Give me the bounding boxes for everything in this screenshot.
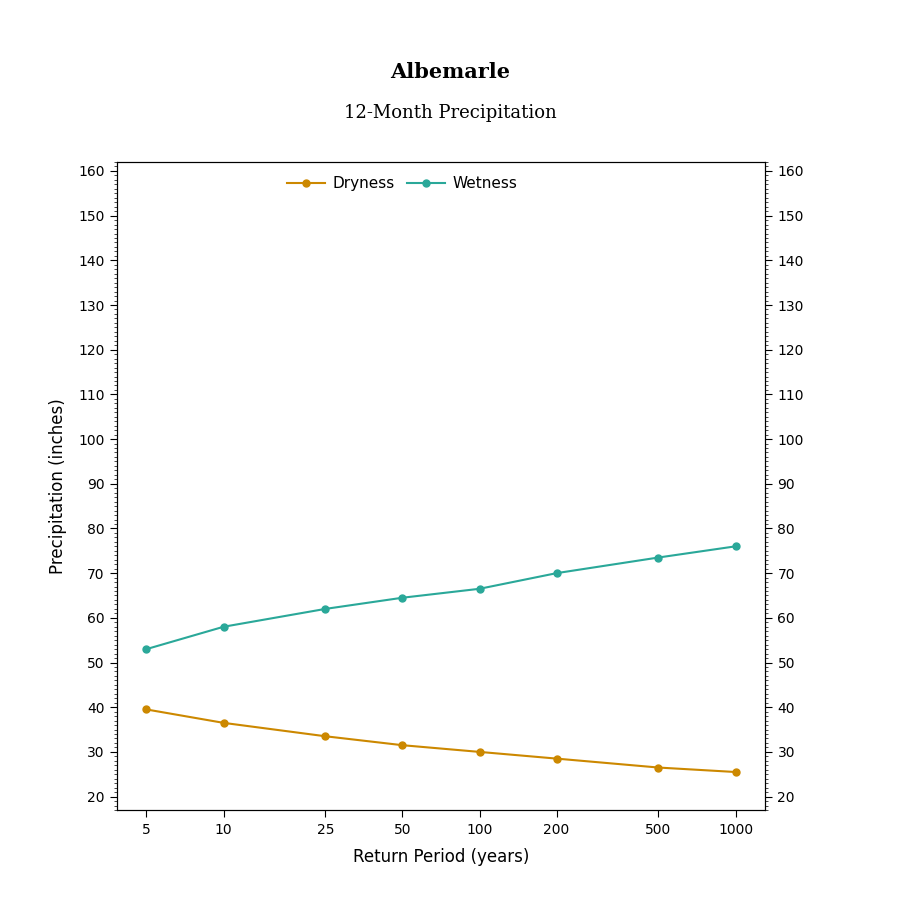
Wetness (320, 604, 331, 615)
Wetness (730, 541, 741, 552)
Legend: Dryness, Wetness: Dryness, Wetness (286, 176, 518, 191)
Dryness (653, 762, 664, 773)
Dryness (551, 753, 562, 764)
Dryness (397, 740, 408, 751)
Dryness (730, 767, 741, 778)
Dryness (320, 731, 331, 742)
Line: Wetness: Wetness (143, 543, 739, 652)
Wetness (397, 592, 408, 603)
Line: Dryness: Dryness (143, 706, 739, 776)
Wetness (474, 583, 485, 594)
Wetness (551, 568, 562, 579)
X-axis label: Return Period (years): Return Period (years) (353, 848, 529, 866)
Wetness (653, 552, 664, 562)
Wetness (218, 621, 229, 632)
Y-axis label: Precipitation (inches): Precipitation (inches) (49, 398, 67, 574)
Text: Albemarle: Albemarle (390, 62, 510, 82)
Dryness (141, 704, 152, 715)
Dryness (218, 717, 229, 728)
Dryness (474, 746, 485, 757)
Wetness (141, 644, 152, 654)
Text: 12-Month Precipitation: 12-Month Precipitation (344, 104, 556, 122)
